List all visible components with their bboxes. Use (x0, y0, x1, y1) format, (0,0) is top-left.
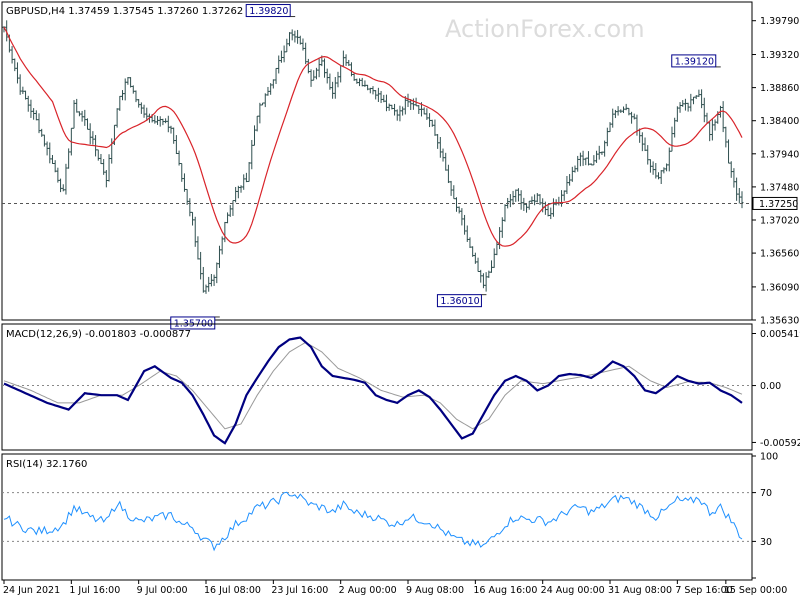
price-y-tick-label: 1.39790 (760, 16, 799, 27)
price-y-tick-label: 1.37940 (760, 149, 799, 160)
x-axis-tick-label: 24 Aug 00:00 (541, 585, 605, 596)
rsi-line (3, 491, 743, 552)
price-panel-border (1, 1, 753, 321)
price-y-tick-label: 1.35630 (760, 316, 799, 327)
macd-panel-border (1, 323, 753, 451)
price-y-tick-label: 1.39320 (760, 50, 799, 61)
macd-panel-title: MACD(12,26,9) -0.001803 -0.000877 (6, 329, 191, 340)
macd-y-tick-label: 0.005419 (760, 329, 800, 340)
x-axis-tick-label: 9 Aug 08:00 (406, 585, 464, 596)
current-price-value: 1.37250 (759, 199, 798, 210)
rsi-y-tick-label: 30 (760, 537, 772, 548)
price-panel-title: GBPUSD,H4 1.37459 1.37545 1.37260 1.3726… (6, 6, 243, 17)
x-axis-tick-label: 15 Sep 00:00 (724, 585, 787, 596)
price-annotation-label: 1.39120 (675, 56, 714, 67)
price-y-axis: 1.39790 1.39320 1.38860 1.38400 1.37940 1.374… (752, 16, 799, 327)
rsi-y-axis: 100 70 30 (752, 452, 778, 579)
watermark-text: ActionForex.com (445, 15, 645, 43)
x-axis-tick-label: 31 Aug 08:00 (608, 585, 672, 596)
x-axis-tick-label: 24 Jun 2021 (3, 585, 60, 596)
macd-y-tick-label: 0.00 (760, 381, 781, 392)
moving-average-line (3, 26, 743, 247)
rsi-panel: RSI(14) 32.1760 100 70 30 (1, 452, 778, 581)
price-y-tick-label: 1.37020 (760, 215, 799, 226)
macd-y-tick-label: -0.005921 (760, 438, 800, 449)
price-annotation-label: 1.39820 (249, 6, 288, 17)
macd-signal-line (3, 341, 743, 430)
x-axis: 24 Jun 2021 1 Jul 16:00 9 Jul 00:00 16 Jul … (3, 580, 787, 596)
price-annotation-label: 1.36010 (440, 296, 479, 307)
x-axis-tick-label: 1 Jul 16:00 (69, 585, 120, 596)
x-axis-tick-label: 2 Aug 00:00 (339, 585, 397, 596)
price-annotation-box (245, 4, 291, 18)
rsi-y-tick-label: 70 (760, 488, 772, 499)
current-price-label: 1.37250 (752, 196, 798, 210)
price-y-tick-label: 1.38400 (760, 116, 799, 127)
x-axis-tick-label: 16 Jul 08:00 (204, 585, 261, 596)
current-price-box (752, 196, 798, 210)
price-y-tick-label: 1.36560 (760, 249, 799, 260)
rsi-panel-border (1, 453, 753, 581)
x-axis-tick-label: 7 Sep 16:00 (675, 585, 732, 596)
rsi-y-tick-label: 100 (760, 452, 778, 463)
price-annotation-box (436, 294, 482, 308)
price-y-tick-label: 1.37480 (760, 182, 799, 193)
macd-panel: MACD(12,26,9) -0.001803 -0.000877 0.0054… (1, 323, 800, 451)
price-y-tick-label: 1.36090 (760, 282, 799, 293)
rsi-panel-title: RSI(14) 32.1760 (6, 459, 87, 470)
x-axis-tick-label: 16 Aug 16:00 (473, 585, 537, 596)
price-y-tick-label: 1.38860 (760, 83, 799, 94)
macd-line (3, 336, 743, 445)
x-axis-tick-label: 23 Jul 16:00 (271, 585, 328, 596)
price-annotation-box (170, 316, 216, 330)
price-annotation-box (671, 54, 717, 68)
macd-y-axis: 0.005419 0.00 -0.005921 (752, 329, 800, 449)
x-axis-tick-label: 9 Jul 00:00 (137, 585, 188, 596)
price-bars (2, 20, 744, 294)
